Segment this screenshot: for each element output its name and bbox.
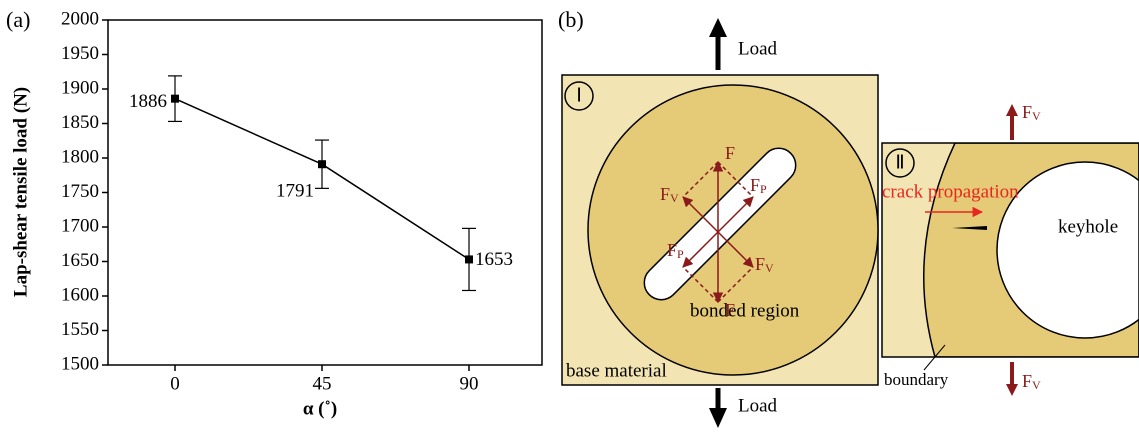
value-label: 1653 — [475, 249, 513, 270]
crack-label: crack propagation — [882, 181, 1019, 202]
y-tick-label: 1800 — [61, 146, 99, 167]
point — [465, 255, 473, 263]
y-tick-label: 1550 — [61, 319, 99, 340]
y-tick-label: 1500 — [61, 353, 99, 374]
y-tick-label: 1900 — [61, 77, 99, 98]
y-tick-label: 2000 — [61, 8, 99, 29]
panel-number: Ⅱ — [895, 152, 904, 173]
panel-number: Ⅰ — [576, 85, 582, 106]
force-label: F — [725, 300, 735, 320]
x-tick-label: 45 — [313, 373, 332, 394]
force-arrow-head — [1006, 104, 1018, 116]
load-arrow-head — [709, 18, 727, 37]
force-label: F — [725, 143, 735, 163]
y-tick-label: 1750 — [61, 181, 99, 202]
y-tick-label: 1700 — [61, 215, 99, 236]
force-label: FV — [1022, 102, 1041, 123]
y-tick-label: 1850 — [61, 112, 99, 133]
point — [318, 160, 326, 168]
load-label: Load — [738, 395, 778, 416]
region-label: bonded region — [690, 300, 800, 321]
keyhole-label: keyhole — [1058, 216, 1118, 237]
plot-frame — [108, 20, 542, 365]
x-tick-label: 0 — [170, 373, 180, 394]
x-axis-label: α (˚) — [303, 398, 337, 419]
figure: (a) α (˚) Lap-shear tensile load (N) 150… — [0, 0, 1139, 433]
y-axis-label: Lap-shear tensile load (N) — [10, 87, 31, 297]
load-label: Load — [738, 38, 778, 59]
panel-label: (b) — [558, 7, 584, 32]
boundary-label: boundary — [884, 370, 949, 389]
point — [171, 95, 179, 103]
y-tick-label: 1650 — [61, 250, 99, 271]
force-arrow-head — [1006, 384, 1018, 396]
x-tick-label: 90 — [460, 373, 479, 394]
plot: 1500 1550 1600 1650 1700 1750 1800 1850 1900 1950… — [61, 8, 513, 394]
region-label: base material — [566, 360, 667, 381]
y-tick-label: 1950 — [61, 43, 99, 64]
panel-2 — [882, 143, 1139, 357]
load-arrow-head — [709, 408, 727, 428]
value-label: 1791 — [276, 181, 314, 202]
value-label: 1886 — [129, 91, 167, 112]
panel-label: (a) — [6, 7, 30, 32]
y-tick-label: 1600 — [61, 284, 99, 305]
force-label: FV — [1022, 371, 1041, 392]
